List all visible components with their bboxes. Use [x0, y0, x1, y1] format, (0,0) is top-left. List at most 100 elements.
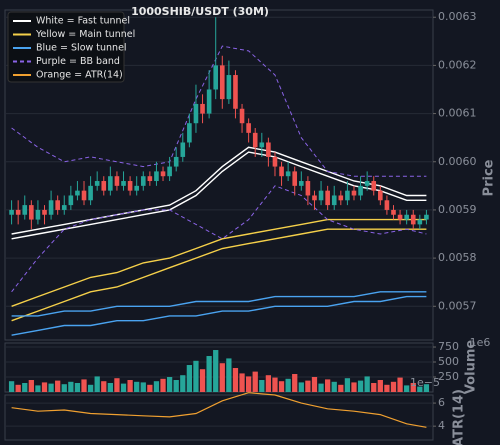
tunnel-line: [11, 295, 427, 336]
candle-body: [404, 214, 409, 220]
candle-body: [305, 181, 311, 196]
candle-body: [121, 181, 126, 186]
volume-bar: [147, 384, 153, 392]
atr-label: ATR(14): [452, 389, 467, 445]
candle-body: [226, 75, 232, 100]
candle-body: [140, 176, 146, 186]
candle-body: [48, 200, 54, 215]
volume-bar: [252, 371, 258, 392]
candle-body: [292, 171, 298, 186]
volume-bar: [232, 368, 239, 392]
tunnel-line: [11, 291, 427, 317]
candle-body: [173, 156, 179, 167]
price-label: Price: [482, 159, 497, 196]
volume-bar: [81, 379, 87, 392]
legend-label: Orange = ATR(14): [36, 70, 123, 81]
y-tick-label: 0.0057: [438, 299, 477, 312]
volume-bar: [120, 383, 127, 392]
candle-body: [272, 156, 278, 167]
volume-bar: [410, 383, 416, 392]
volume-bar: [41, 382, 48, 392]
atr-offset: 1e−5: [410, 376, 440, 389]
volume-bar: [351, 382, 357, 392]
volume-bar: [55, 380, 61, 392]
volume-bar: [338, 384, 344, 392]
legend-label: Blue = Slow tunnel: [36, 43, 127, 54]
tunnel-line: [11, 228, 427, 322]
candle-body: [417, 219, 423, 225]
marks: [8, 17, 430, 428]
volume-bar: [278, 381, 285, 392]
candle-body: [101, 181, 107, 191]
tunnel-line: [11, 45, 427, 177]
volume-bar: [35, 385, 41, 392]
volume-bar: [259, 380, 265, 392]
candle-body: [167, 166, 172, 177]
volume-bar: [305, 380, 311, 392]
candle-body: [147, 176, 153, 182]
y-tick-label: 0.0059: [438, 203, 477, 216]
candle-body: [29, 205, 34, 220]
candle-body: [75, 190, 80, 196]
tunnel-line: [11, 185, 427, 293]
volume-bar: [357, 380, 364, 392]
tunnel-line: [11, 146, 427, 235]
volume-bar: [272, 377, 278, 392]
candle-body: [384, 200, 390, 210]
candle-body: [180, 142, 186, 157]
volume-bar: [173, 380, 179, 392]
volume-bar: [180, 375, 186, 392]
volume-bar: [318, 383, 324, 392]
volume-bar: [311, 377, 318, 392]
legend: [7, 11, 125, 83]
candle-body: [200, 103, 205, 114]
volume-bar: [8, 381, 15, 392]
volume-bar: [239, 373, 245, 392]
candle-body: [108, 176, 113, 191]
grid: [5, 16, 433, 427]
candle-body: [88, 185, 93, 201]
candle-body: [127, 181, 133, 191]
volume-bar: [371, 383, 377, 392]
volume-bar: [134, 381, 140, 392]
y-tick-label: 0.0061: [438, 107, 477, 120]
volume-bar: [127, 380, 133, 392]
volume-bar: [213, 350, 219, 392]
candle-body: [206, 89, 212, 114]
volume-bar: [344, 378, 351, 392]
volume-bar: [404, 385, 410, 392]
candle-body: [246, 123, 251, 133]
price-panel: [4, 9, 434, 341]
volume-bar: [397, 377, 403, 392]
candle-body: [331, 195, 337, 206]
volume-bar: [140, 382, 146, 392]
candle-body: [358, 185, 363, 196]
volume-bar: [22, 383, 28, 392]
volume-bar: [298, 382, 304, 392]
candle-body: [55, 200, 60, 210]
volume-offset: 1e6: [470, 336, 491, 349]
candle-body: [15, 209, 21, 215]
volume-bar: [107, 383, 113, 392]
atr-line: [11, 392, 427, 428]
volume-bar: [153, 381, 160, 392]
volume-bar: [265, 375, 272, 392]
candle-body: [266, 142, 271, 157]
candle-body: [299, 181, 304, 186]
candle-body: [279, 166, 284, 177]
candle-body: [213, 65, 219, 90]
legend-label: White = Fast tunnel: [36, 16, 130, 27]
volume-label: Volume: [464, 340, 479, 395]
candle-body: [239, 108, 245, 124]
atr-panel: [4, 394, 434, 441]
volume-bar: [390, 381, 397, 392]
candle-body: [371, 181, 377, 191]
candle-body: [378, 190, 383, 201]
volume-bar: [417, 386, 423, 392]
candle-body: [345, 190, 350, 201]
volume-panel: [4, 342, 434, 393]
volume-bar: [160, 378, 166, 392]
volume-bar: [114, 378, 120, 392]
volume-bar: [423, 384, 430, 392]
